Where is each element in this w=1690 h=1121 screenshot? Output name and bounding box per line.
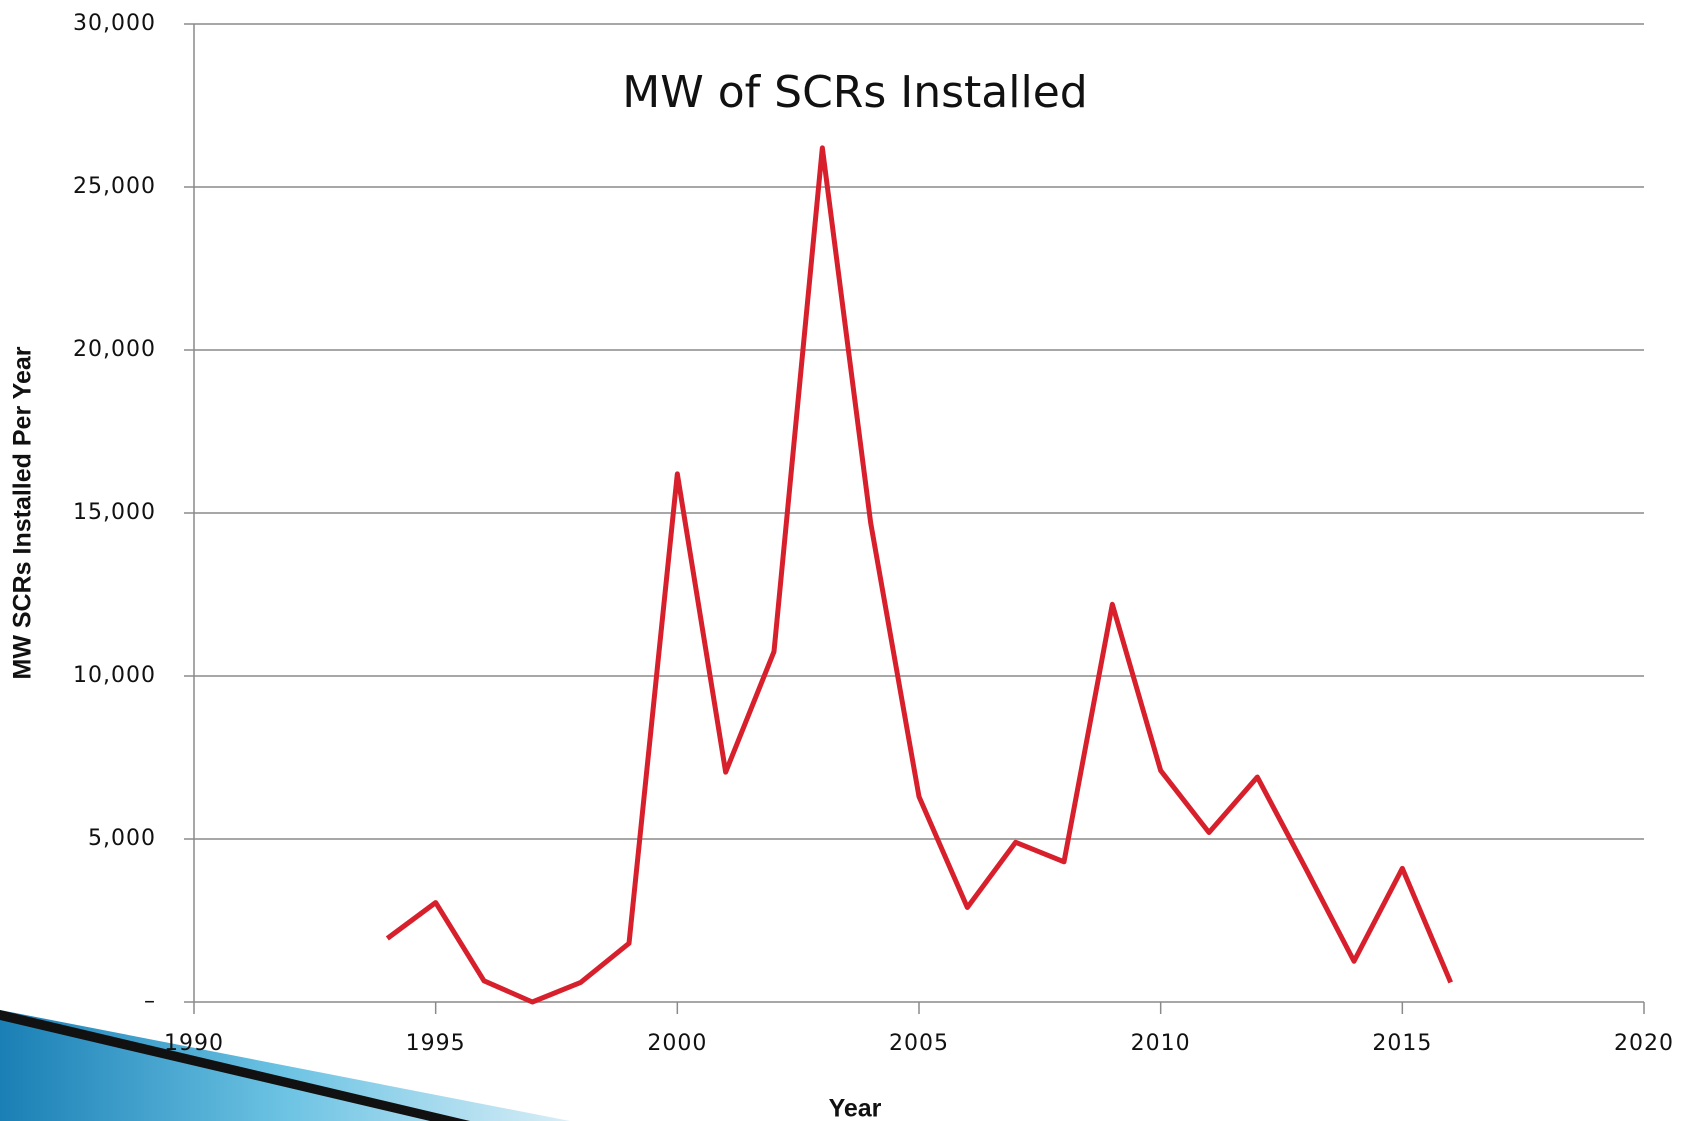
y-tick-label: 30,000 xyxy=(73,11,156,36)
x-tick-label: 2015 xyxy=(1372,1031,1432,1056)
x-tick-label: 1995 xyxy=(406,1031,466,1056)
x-tick-label: 2010 xyxy=(1131,1031,1191,1056)
y-tick-label: 10,000 xyxy=(73,663,156,688)
x-axis-title: Year xyxy=(829,1095,882,1121)
x-tick-label: 2020 xyxy=(1614,1031,1674,1056)
x-tick-label: 2000 xyxy=(647,1031,707,1056)
y-tick-label: 25,000 xyxy=(73,174,156,199)
data-line xyxy=(385,145,1453,1005)
y-tick-label: 5,000 xyxy=(88,826,156,851)
y-tick-label: 15,000 xyxy=(73,500,156,525)
decoration xyxy=(0,1010,570,1121)
y-tick-label: 20,000 xyxy=(73,337,156,362)
y-tick-label: – xyxy=(144,989,156,1014)
x-tick-label: 2005 xyxy=(889,1031,949,1056)
decoration xyxy=(0,1010,470,1121)
y-axis-title: MW SCRs Installed Per Year xyxy=(9,346,37,679)
x-tick-label: 1990 xyxy=(164,1031,224,1056)
chart-title: MW of SCRs Installed xyxy=(622,67,1087,118)
